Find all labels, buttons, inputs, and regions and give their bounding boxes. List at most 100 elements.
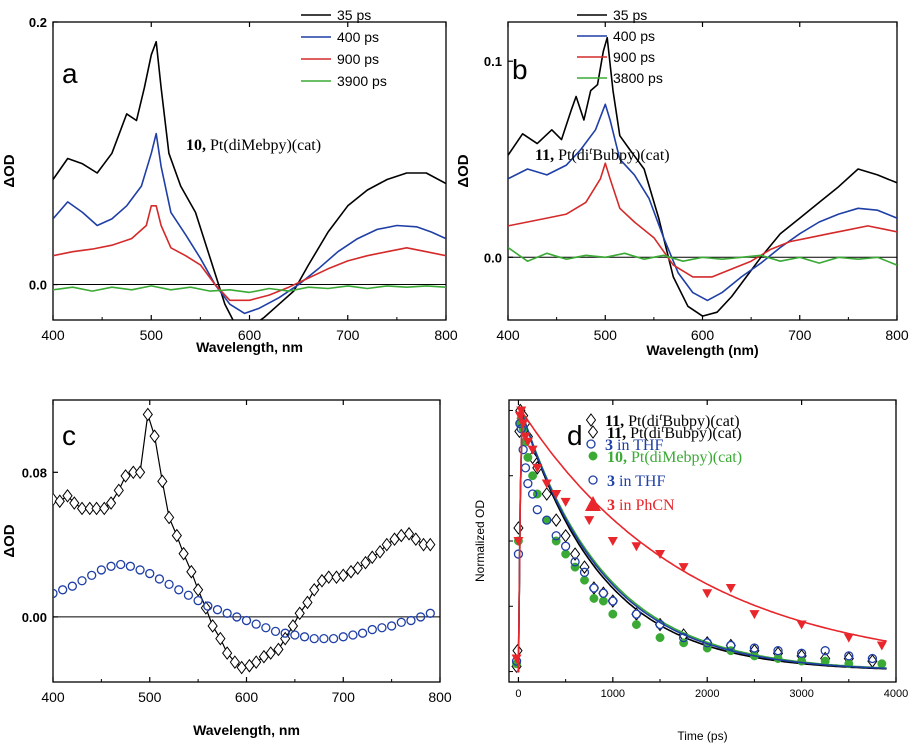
- series-11-Pt-di-point: [171, 528, 182, 543]
- series-3-in-THF-point: [241, 615, 252, 626]
- x-tick-label: 700: [788, 327, 812, 343]
- series-11-Pt-di-point: [163, 510, 175, 525]
- series-3-in-PhCN-point: [584, 516, 595, 526]
- x-tick-label: 600: [235, 689, 259, 705]
- series-11-Pt-di-point: [294, 606, 305, 621]
- y-tick-label: 0.0: [29, 278, 47, 293]
- series-11-Pt-di-legend-marker: [587, 425, 599, 439]
- series-3-in-THF-point: [844, 651, 854, 661]
- series-35-ps-legend-label: 35 ps: [613, 7, 647, 23]
- panel-letter: c: [62, 420, 76, 451]
- series-3-in-THF-point: [232, 612, 242, 622]
- series-11-Pt-di-point: [69, 496, 80, 510]
- series-3-in-THF-point: [367, 624, 377, 635]
- x-tick-label: 700: [332, 689, 356, 705]
- x-tick-label: 3000: [789, 688, 813, 700]
- series-3-in-THF-point: [726, 640, 736, 651]
- series-3-in-THF-point: [261, 623, 271, 633]
- series-11-Pt-di-point: [309, 582, 320, 597]
- plot-area: [511, 403, 887, 674]
- series-11-Pt-di-point: [149, 429, 160, 443]
- series-3-in-PhCN-point: [541, 479, 552, 489]
- series-3-in-THF-point: [212, 605, 223, 615]
- series-3-in-THF-point: [589, 583, 599, 593]
- y-axis-label: ΔOD: [455, 154, 472, 187]
- x-axis-label: Wavelength, nm: [193, 722, 300, 738]
- y-axis-label: Normalized OD: [473, 500, 487, 582]
- series-10-Pt-diMebpy-cat--point: [589, 593, 599, 603]
- series-3-in-THF-point: [106, 561, 116, 571]
- series-3-in-PhCN-point: [843, 633, 854, 643]
- compound-annotation: 10, Pt(diMebpy)(cat): [186, 137, 321, 154]
- series-11-Pt-di-point: [403, 526, 415, 541]
- series-3-in-PhCN-point: [607, 537, 618, 546]
- series-11-Pt-di-point: [128, 465, 139, 480]
- series-3-in-THF-point: [299, 632, 310, 642]
- series-900-ps-line: [508, 162, 897, 278]
- series-3-in-THF-point: [290, 630, 300, 640]
- series-11-Pt-di-point: [215, 631, 226, 646]
- series-3-in-THF-point: [338, 632, 348, 642]
- series-10-Pt-diMebpy-cat--point: [877, 659, 887, 669]
- series-3-in-THF-point: [193, 596, 203, 606]
- panel-letter: d: [567, 420, 583, 451]
- series-11-Pt-di-point: [134, 465, 146, 480]
- series-3-in-THF-point: [116, 559, 126, 570]
- series-3-in-PhCN-point: [522, 437, 533, 447]
- series-3-in-PhCN-point: [560, 497, 571, 507]
- series-11-Pt-di-point: [418, 537, 429, 552]
- series-11-Pt-di-point: [54, 494, 65, 509]
- series-3-in-THF-point: [145, 568, 155, 579]
- series-3-in-THF-point: [570, 557, 580, 567]
- series-3-in-THF-point: [125, 561, 136, 571]
- series-3-in-PhCN-point: [876, 641, 887, 651]
- series-10-Pt-diMebpy-cat--point: [797, 656, 807, 666]
- series-3-in-THF-point: [135, 565, 145, 575]
- series-3-in-THF-legend-marker: [586, 439, 596, 449]
- series-3-in-THF-point: [251, 619, 261, 629]
- series-3-in-PhCN-fit-line: [516, 409, 887, 673]
- x-tick-label: 800: [434, 327, 458, 343]
- series-3-in-THF-point: [598, 588, 609, 598]
- series-11-Pt-di-point: [352, 561, 363, 575]
- series-3-in-THF-point: [678, 632, 689, 643]
- series-3-in-THF-point: [702, 638, 712, 648]
- series-3-in-THF-point: [154, 574, 165, 584]
- plot-frame: [52, 399, 441, 683]
- series-3-in-THF-point: [280, 628, 290, 638]
- series-3900-ps-legend-label: 3900 ps: [337, 73, 387, 89]
- series-35-ps-line: [53, 40, 446, 320]
- series-3-in-PhCN-point: [655, 550, 666, 560]
- series-3-in-THF-point: [608, 596, 618, 606]
- series-11-Pt-di-point: [193, 582, 204, 597]
- series-35-ps-line: [508, 36, 897, 317]
- series-3-in-THF-point: [527, 489, 538, 499]
- x-axis-label: Wavelength (nm): [646, 342, 758, 358]
- y-tick-label: 0.0: [484, 250, 502, 265]
- series-3-in-THF-point: [328, 633, 339, 644]
- series-3-in-THF-point: [270, 626, 281, 637]
- series-3-in-THF-point: [203, 601, 213, 611]
- series-11-Pt-di-point: [551, 513, 562, 527]
- series-3-in-THF-point: [579, 567, 590, 577]
- series-10-Pt-diMebpy-cat--point: [523, 452, 533, 462]
- series-3-in-THF-point: [164, 579, 174, 590]
- series-11-Pt-di-point: [323, 570, 334, 584]
- series-11-Pt-di-point: [157, 474, 168, 489]
- series-3-in-THF-fit-line: [516, 413, 887, 673]
- series-3-in-THF-point: [309, 633, 319, 644]
- series-3-in-THF-point: [513, 549, 524, 559]
- series-11-Pt-di-point: [338, 568, 349, 583]
- series-11-Pt-di-point: [229, 655, 241, 669]
- plot-area: [53, 40, 446, 320]
- series-3-in-THF-point: [377, 623, 387, 633]
- series-400-ps-legend-label: 400 ps: [337, 29, 379, 45]
- x-tick-label: 1000: [601, 688, 625, 700]
- series-11-Pt-di-point: [560, 528, 571, 543]
- series-3-in-THF-point: [749, 643, 760, 653]
- series-11-Pt-di-point: [381, 537, 392, 552]
- series-11-Pt-di-point: [142, 407, 153, 422]
- series-10-Pt-diMebpy-cat--point: [608, 609, 618, 619]
- series-3800-ps-legend-label: 3800 ps: [613, 70, 663, 86]
- series-900-ps-legend-label: 900 ps: [337, 51, 379, 67]
